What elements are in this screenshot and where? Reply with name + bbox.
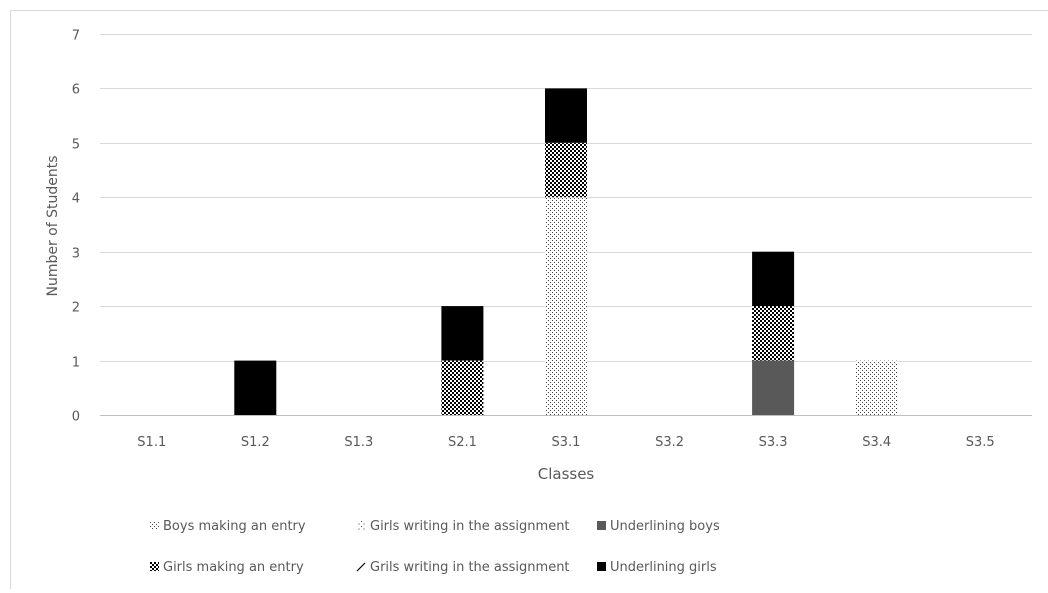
y-tick-labels: 0 1 2 3 4 5 6 7 [72, 29, 80, 425]
legend-swatch [597, 521, 606, 530]
bar-segment [441, 306, 483, 360]
x-tick-labels: S1.1 S1.2 S1.3 S2.1 S3.1 S3.2 S3.3 S3.4 S3.5 [137, 435, 994, 450]
bars [234, 88, 897, 415]
chart-border [11, 11, 1048, 590]
bar-segment [752, 306, 794, 360]
y-tick-label: 2 [72, 301, 80, 316]
x-tick-label: S3.4 [862, 435, 891, 450]
legend: Boys making an entry Girls writing in the… [150, 519, 720, 575]
legend-swatch [150, 562, 159, 571]
bar-segment [545, 197, 587, 415]
legend-item: Underlining girls [597, 560, 717, 575]
y-tick-label: 4 [72, 192, 80, 207]
bar-segment [545, 143, 587, 197]
bar-segment [752, 252, 794, 306]
bar-segment [234, 361, 276, 415]
y-tick-label: 6 [72, 83, 80, 98]
x-tick-label: S3.1 [552, 435, 581, 450]
y-tick-label: 1 [72, 356, 80, 371]
legend-swatch [597, 562, 606, 571]
bar-segment [856, 361, 898, 415]
x-tick-label: S1.2 [241, 435, 270, 450]
legend-item: Underlining boys [597, 519, 720, 534]
legend-item: Boys making an entry [150, 519, 306, 534]
y-tick-label: 0 [72, 410, 80, 425]
x-tick-label: S3.3 [759, 435, 788, 450]
bar-segment [441, 361, 483, 415]
y-tick-label: 3 [72, 247, 80, 262]
bar-segment [545, 88, 587, 142]
x-axis-label: Classes [538, 465, 595, 483]
legend-label: Underlining boys [610, 519, 720, 534]
legend-swatch [357, 521, 366, 530]
x-tick-label: S1.1 [137, 435, 166, 450]
bar-segment [752, 361, 794, 415]
legend-label: Underlining girls [610, 560, 717, 575]
legend-item: Girls writing in the assignment [357, 519, 570, 534]
legend-label: Grils writing in the assignment [370, 560, 570, 575]
x-tick-label: S3.5 [966, 435, 995, 450]
y-tick-label: 5 [72, 138, 80, 153]
y-tick-label: 7 [72, 29, 80, 44]
legend-item: Grils writing in the assignment [357, 560, 570, 575]
x-tick-label: S2.1 [448, 435, 477, 450]
legend-label: Girls writing in the assignment [370, 519, 570, 534]
legend-item: Girls making an entry [150, 560, 304, 575]
x-tick-label: S3.2 [655, 435, 684, 450]
y-axis-label: Number of Students [45, 155, 61, 296]
legend-swatch [357, 563, 365, 571]
x-tick-label: S1.3 [344, 435, 373, 450]
legend-label: Girls making an entry [163, 560, 304, 575]
legend-swatch [150, 521, 159, 530]
legend-label: Boys making an entry [163, 519, 306, 534]
